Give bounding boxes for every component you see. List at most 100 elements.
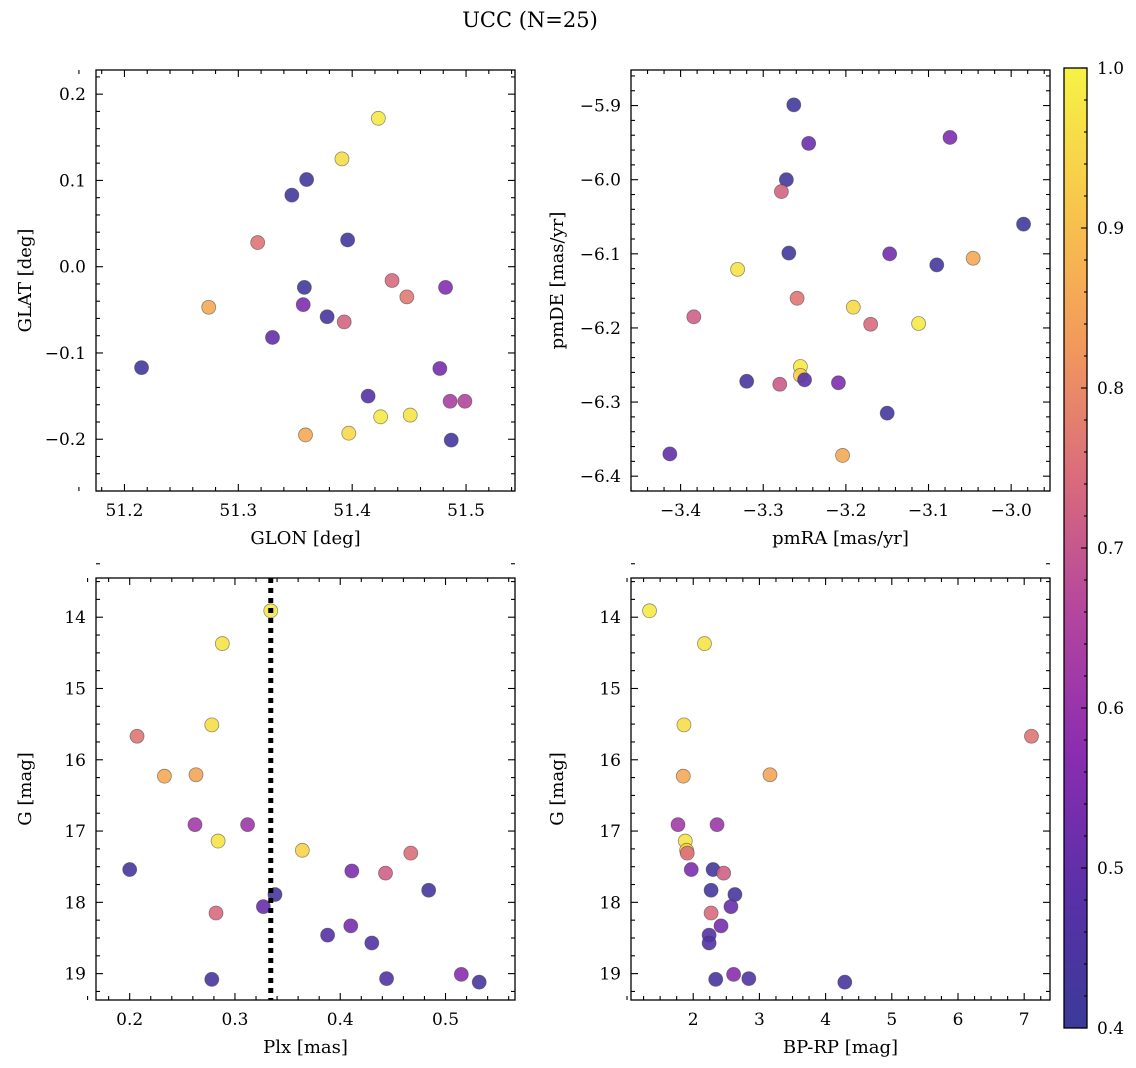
data-point (879, 405, 895, 421)
y-tick-label: −6.1 (580, 245, 621, 265)
y-tick-label: 15 (599, 679, 621, 699)
data-point (295, 297, 311, 313)
figure-title: UCC (N=25) (462, 8, 598, 32)
axes-frame (95, 69, 516, 492)
data-point (240, 817, 256, 833)
y-axis-label: pmDE [mas/yr] (547, 212, 568, 350)
data-point (679, 845, 695, 861)
data-point (343, 918, 359, 934)
y-axis-label: GLAT [deg] (15, 229, 36, 333)
data-point (370, 110, 386, 126)
y-tick-label: 18 (599, 893, 621, 913)
x-tick-label: 6 (953, 1010, 964, 1030)
y-tick-label: 0.2 (59, 85, 86, 105)
data-point (336, 314, 352, 330)
data-point (298, 427, 313, 443)
data-point (642, 603, 657, 619)
data-point (831, 375, 846, 391)
y-tick-label: 15 (64, 679, 86, 699)
data-point (703, 905, 719, 921)
data-point (157, 768, 172, 784)
data-point (250, 235, 266, 250)
y-axis-label: G [mag] (547, 752, 568, 825)
x-tick-label: 4 (820, 1010, 831, 1030)
data-point (670, 817, 686, 833)
data-point (1024, 728, 1039, 744)
y-tick-label: −6.3 (580, 393, 621, 413)
panel-plx-g: 0.2 0.3 0.4 0.5 14 15 16 17 18 19 Plx [mas] G [mag] (15, 563, 516, 1058)
x-tick-label: −3.4 (660, 501, 701, 521)
data-point (188, 767, 204, 783)
data-point (781, 245, 797, 261)
data-point (214, 636, 230, 651)
data-point (373, 409, 389, 425)
data-point (686, 309, 702, 325)
data-point (340, 232, 356, 248)
data-point (675, 768, 691, 784)
colorbar-tick-label: 0.9 (1097, 219, 1124, 239)
y-axis-label: G [mag] (15, 752, 36, 825)
data-point (364, 935, 380, 951)
x-tick-label: 51.2 (106, 501, 144, 521)
data-point (882, 246, 898, 262)
y-tick-label: 19 (64, 965, 86, 985)
data-point (703, 882, 719, 898)
data-point (129, 728, 145, 744)
data-point (210, 833, 226, 849)
x-tick-label: 0.5 (432, 1010, 459, 1030)
x-tick-label: −3.2 (825, 501, 866, 521)
data-point (319, 309, 335, 325)
data-point (701, 935, 717, 951)
panel-bprp-g: 2 3 4 5 6 7 14 15 16 17 18 19 BP-RP [mag] G [mag] (547, 563, 1051, 1058)
y-tick-label: −6.2 (580, 319, 621, 339)
y-tick-label: −6.0 (580, 171, 621, 191)
x-axis-label: BP-RP [mag] (783, 1037, 898, 1058)
data-point (730, 261, 746, 277)
data-point (294, 842, 310, 858)
data-point (942, 130, 958, 145)
colorbar-tick-label: 0.4 (1097, 1019, 1124, 1039)
data-point (708, 971, 724, 987)
data-point (772, 376, 788, 392)
data-point (837, 974, 853, 990)
data-point (457, 393, 473, 409)
colorbar-tick-label: 0.8 (1097, 379, 1124, 399)
data-point (334, 151, 350, 167)
data-point (344, 863, 360, 879)
data-point (122, 862, 138, 877)
data-point (789, 290, 805, 306)
colorbar-tick-label: 0.5 (1097, 859, 1124, 879)
data-point (421, 882, 437, 898)
y-tick-label: −0.1 (45, 344, 86, 364)
x-tick-label: 3 (754, 1010, 765, 1030)
y-tick-label: 0.0 (59, 258, 86, 278)
colorbar-tick-label: 1.0 (1097, 59, 1124, 79)
y-tick-label: 16 (599, 751, 621, 771)
x-axis-label: GLON [deg] (250, 528, 360, 549)
data-point (296, 279, 312, 295)
x-tick-label: 51.3 (219, 501, 257, 521)
data-point (676, 717, 692, 733)
data-point (399, 289, 415, 305)
data-point (662, 446, 678, 462)
data-point (379, 971, 394, 987)
x-tick-label: 51.4 (333, 501, 371, 521)
data-point (299, 172, 315, 187)
x-tick-label: 7 (1019, 1010, 1030, 1030)
data-point (402, 407, 418, 423)
data-point (739, 373, 755, 389)
data-point (786, 97, 802, 113)
x-tick-label: 0.4 (327, 1010, 354, 1030)
data-point (438, 279, 453, 295)
data-point (835, 448, 850, 463)
panels: 51.2 51.3 51.4 51.5 −0.2 −0.1 0.0 0.1 0.2 GLON [d… (15, 69, 1051, 1058)
panel-glon-glat: 51.2 51.3 51.4 51.5 −0.2 −0.1 0.0 0.1 0.2 GLON [d… (15, 69, 516, 549)
data-point (284, 187, 300, 203)
axes-frame (630, 577, 1051, 1001)
y-tick-label: 14 (599, 608, 621, 628)
data-point (471, 974, 487, 990)
data-point (432, 361, 448, 376)
data-point (762, 767, 778, 783)
y-tick-label: 0.1 (59, 171, 86, 191)
